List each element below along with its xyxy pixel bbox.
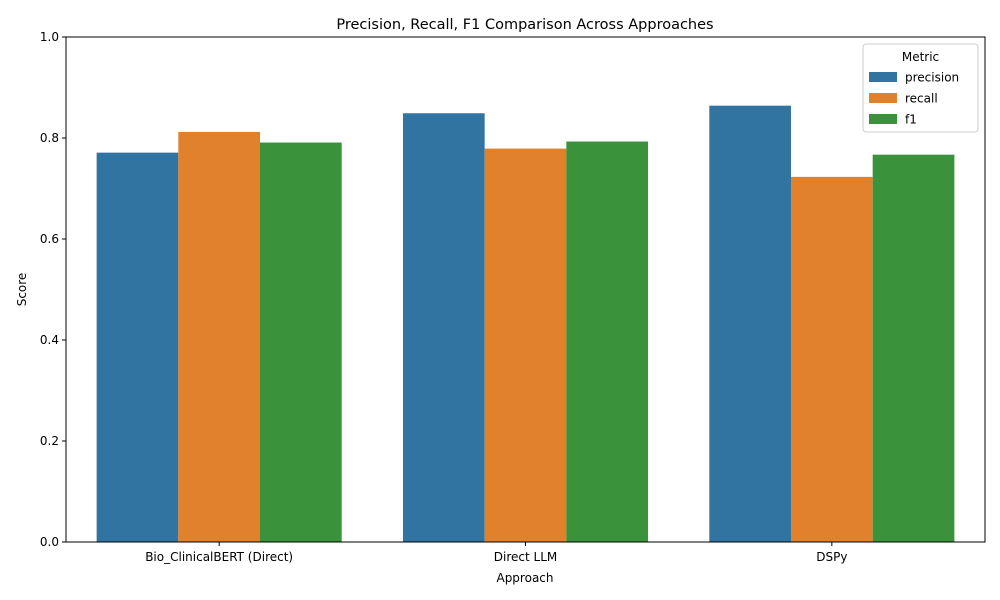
y-tick-label: 1.0 <box>40 30 59 44</box>
legend: Metric precision recall f1 <box>862 43 979 133</box>
x-axis-label: Approach <box>496 571 553 585</box>
y-tick-label: 0.8 <box>40 131 59 145</box>
legend-swatch-f1 <box>869 114 897 124</box>
y-axis: 0.0 0.2 0.4 0.6 0.8 1.0 <box>40 30 66 549</box>
y-tick-label: 0.2 <box>40 434 59 448</box>
x-tick-label: DSPy <box>816 550 847 564</box>
legend-title: Metric <box>902 50 939 64</box>
legend-box <box>862 43 979 133</box>
bar-f1-3 <box>872 154 955 543</box>
chart-title: Precision, Recall, F1 Comparison Across … <box>336 17 713 33</box>
bar-f1-1 <box>260 142 342 543</box>
y-tick-label: 0.4 <box>40 333 59 347</box>
plot-bars <box>96 105 955 543</box>
bar-precision-3 <box>709 105 791 543</box>
bar-recall-2 <box>484 148 567 542</box>
legend-swatch-precision <box>869 72 897 82</box>
x-axis: Bio_ClinicalBERT (Direct) Direct LLM DSPy <box>145 542 847 564</box>
legend-label-precision: precision <box>905 71 959 85</box>
bar-precision-1 <box>96 152 179 542</box>
legend-swatch-recall <box>869 93 897 103</box>
x-tick-label: Direct LLM <box>494 550 557 564</box>
y-axis-label: Score <box>15 273 29 307</box>
bar-f1-2 <box>566 141 649 542</box>
bar-precision-2 <box>402 113 485 542</box>
bar-recall-1 <box>178 131 261 542</box>
y-tick-label: 0.6 <box>40 232 59 246</box>
bar-recall-3 <box>790 176 873 542</box>
legend-label-recall: recall <box>905 92 938 106</box>
legend-label-f1: f1 <box>905 113 917 127</box>
x-tick-label: Bio_ClinicalBERT (Direct) <box>145 550 293 564</box>
y-tick-label: 0.0 <box>40 535 59 549</box>
legend-items: precision recall f1 <box>869 71 959 127</box>
